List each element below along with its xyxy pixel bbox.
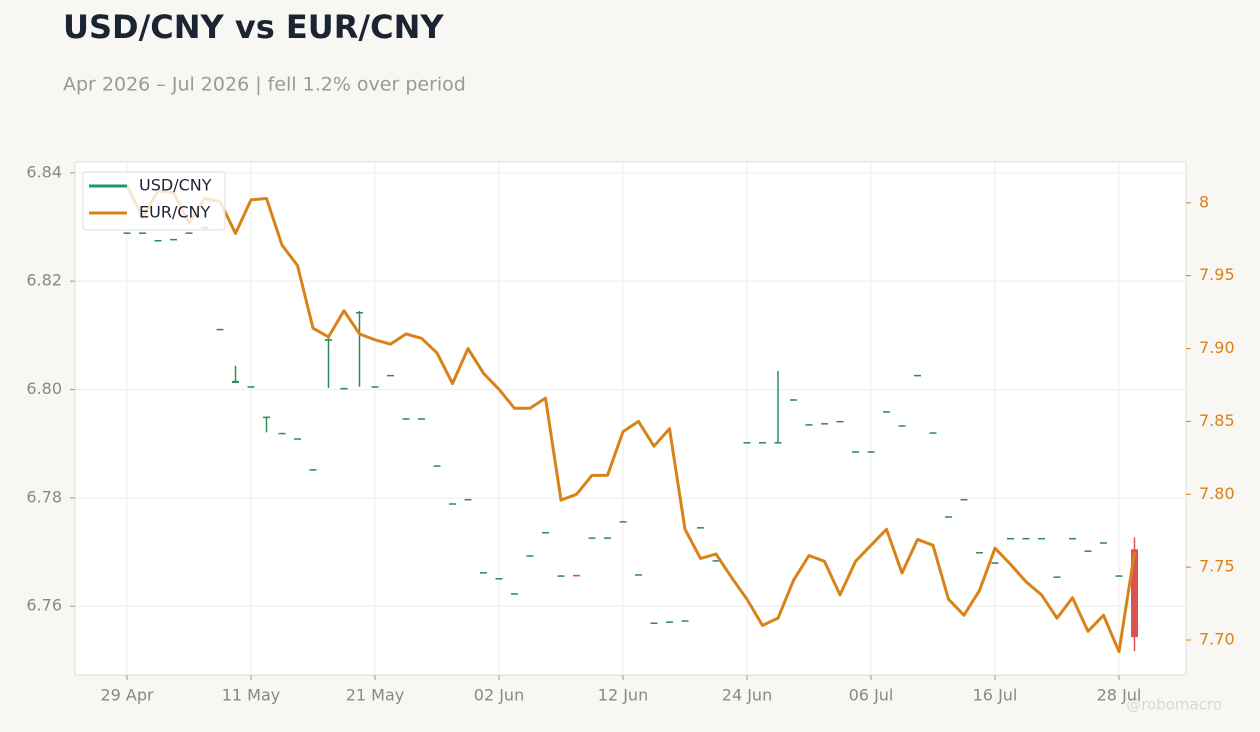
y-tick-label: 6.84 xyxy=(26,162,62,181)
candle-body xyxy=(216,328,224,331)
candle-body xyxy=(309,469,317,471)
candle-body xyxy=(340,387,348,390)
candle-body xyxy=(743,442,751,444)
candle-body xyxy=(526,555,534,557)
candle-body xyxy=(263,416,270,419)
y2-tick-label: 7.75 xyxy=(1199,557,1235,576)
y2-tick-label: 7.70 xyxy=(1199,630,1235,649)
candle-body xyxy=(356,312,363,314)
x-tick-label: 02 Jun xyxy=(474,686,524,705)
candle-body xyxy=(790,399,797,401)
candle-body xyxy=(712,560,720,562)
x-tick-label: 11 May xyxy=(222,686,281,705)
candle-body xyxy=(464,498,472,501)
x-tick-label: 12 Jun xyxy=(598,686,648,705)
candle-body xyxy=(604,537,611,539)
candle-body xyxy=(774,442,782,444)
chart-subtitle: Apr 2026 – Jul 2026 | fell 1.2% over per… xyxy=(63,74,466,96)
candle-body xyxy=(278,432,286,435)
candle-body xyxy=(170,238,177,241)
candle-body xyxy=(898,425,906,427)
candle-body xyxy=(1053,576,1061,578)
y-tick-label: 6.80 xyxy=(26,379,62,398)
candle-body xyxy=(635,574,642,576)
candle-body xyxy=(759,442,766,444)
candle-body xyxy=(449,503,456,505)
candle-body xyxy=(232,380,239,384)
candle-body xyxy=(1022,537,1030,540)
candle-body xyxy=(154,240,162,242)
candle-body xyxy=(1038,537,1045,540)
candle-body xyxy=(495,578,503,580)
candle-body xyxy=(666,621,673,623)
x-tick-label: 29 Apr xyxy=(100,686,154,705)
x-tick-label: 16 Jul xyxy=(973,686,1018,705)
watermark: @robomacro xyxy=(1126,696,1222,714)
y2-tick-label: 7.80 xyxy=(1199,484,1235,503)
candle-body xyxy=(433,465,441,467)
candle-body xyxy=(588,537,596,539)
x-tick-label: 24 Jun xyxy=(722,686,772,705)
candle-body xyxy=(681,620,689,622)
candle-body xyxy=(418,418,425,420)
candle-body xyxy=(821,423,828,425)
candle-body xyxy=(325,339,332,341)
x-tick-label: 21 May xyxy=(346,686,405,705)
y-tick-label: 6.76 xyxy=(26,596,62,615)
y-tick-label: 6.82 xyxy=(26,271,62,290)
candle-body xyxy=(883,411,890,413)
candle-body xyxy=(1100,542,1107,544)
y2-tick-label: 7.95 xyxy=(1199,265,1235,284)
candle-body xyxy=(371,386,379,388)
candle-body xyxy=(650,622,658,624)
y2-tick-label: 7.85 xyxy=(1199,411,1235,430)
candle-body xyxy=(480,572,487,574)
y2-tick-label: 7.90 xyxy=(1199,338,1235,357)
candle-body xyxy=(852,451,859,453)
candle-body xyxy=(402,418,410,420)
candle-body xyxy=(1131,549,1138,638)
candle-body xyxy=(557,575,565,577)
candle-body xyxy=(805,424,813,426)
candle-body xyxy=(945,516,952,518)
chart-title: USD/CNY vs EUR/CNY xyxy=(63,8,444,46)
candle-body xyxy=(511,593,518,595)
y-tick-label: 6.78 xyxy=(26,487,62,506)
candle-body xyxy=(123,232,131,234)
candle-body xyxy=(247,386,255,388)
candle-body xyxy=(976,552,983,554)
candle-body xyxy=(619,521,627,523)
candle-body xyxy=(914,374,921,377)
candle-body xyxy=(185,232,193,234)
candle-body xyxy=(139,232,146,234)
x-tick-label: 06 Jul xyxy=(849,686,894,705)
x-tick-label: 28 Jul xyxy=(1097,686,1142,705)
line-series xyxy=(125,184,1136,654)
candle-body xyxy=(387,374,394,377)
y2-tick-label: 8 xyxy=(1199,192,1209,211)
candle-body xyxy=(1115,575,1123,577)
candle-body xyxy=(836,420,844,423)
plot-area xyxy=(74,161,1187,676)
candle-body xyxy=(960,498,968,501)
candle-body xyxy=(542,531,549,534)
candle-body xyxy=(1069,537,1076,540)
candle-body xyxy=(991,562,999,564)
candle-body xyxy=(294,438,301,440)
candle-body xyxy=(697,527,704,529)
candle-body xyxy=(929,432,937,434)
legend-label: EUR/CNY xyxy=(139,203,210,222)
candle-body xyxy=(1084,550,1092,552)
legend-label: USD/CNY xyxy=(139,176,212,195)
candle-body xyxy=(867,451,875,453)
candle-body xyxy=(573,574,580,577)
candle-body xyxy=(1007,537,1014,540)
